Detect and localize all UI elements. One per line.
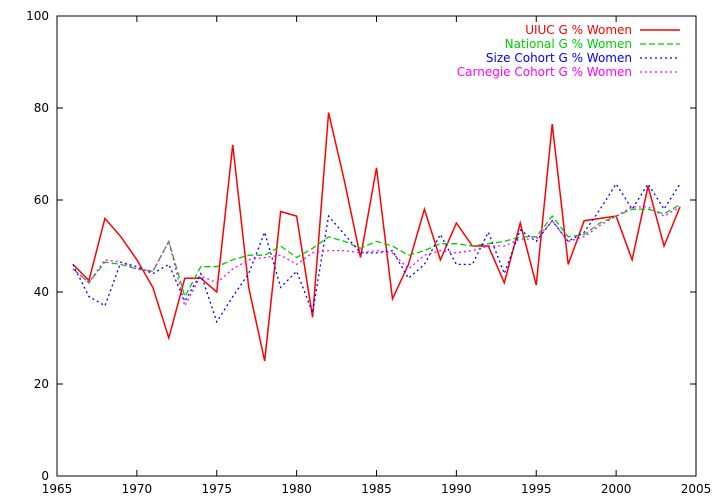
y-tick-label: 20: [34, 377, 49, 391]
x-tick-label: 1980: [281, 482, 312, 496]
x-tick-label: 2000: [601, 482, 632, 496]
x-tick-label: 1995: [521, 482, 552, 496]
series-line-2: [72, 204, 681, 299]
x-tick-label: 1990: [441, 482, 472, 496]
series-line-1: [72, 112, 681, 362]
x-tick-label: 2005: [681, 482, 712, 496]
legend-label: Carnegie Cohort G % Women: [457, 65, 632, 79]
x-tick-label: 1965: [42, 482, 73, 496]
series-line-3: [72, 182, 681, 324]
x-tick-label: 1970: [122, 482, 153, 496]
legend-label: National G % Women: [505, 37, 632, 51]
x-tick-label: 1985: [361, 482, 392, 496]
series-lines: [72, 112, 681, 362]
y-tick-label: 40: [34, 285, 49, 299]
plot-frame: [56, 15, 697, 477]
axes: 1965 1970 1975 1980 1985 1990 1995 2000 2005 0 20 4…: [26, 9, 711, 496]
x-tick-label: 1975: [201, 482, 232, 496]
y-tick-label: 0: [41, 469, 49, 483]
legend-label: UIUC G % Women: [525, 23, 632, 37]
y-tick-label: 80: [34, 101, 49, 115]
series-line-4: [72, 206, 681, 308]
y-tick-label: 100: [26, 9, 49, 23]
y-tick-label: 60: [34, 193, 49, 207]
legend-label: Size Cohort G % Women: [486, 51, 632, 65]
